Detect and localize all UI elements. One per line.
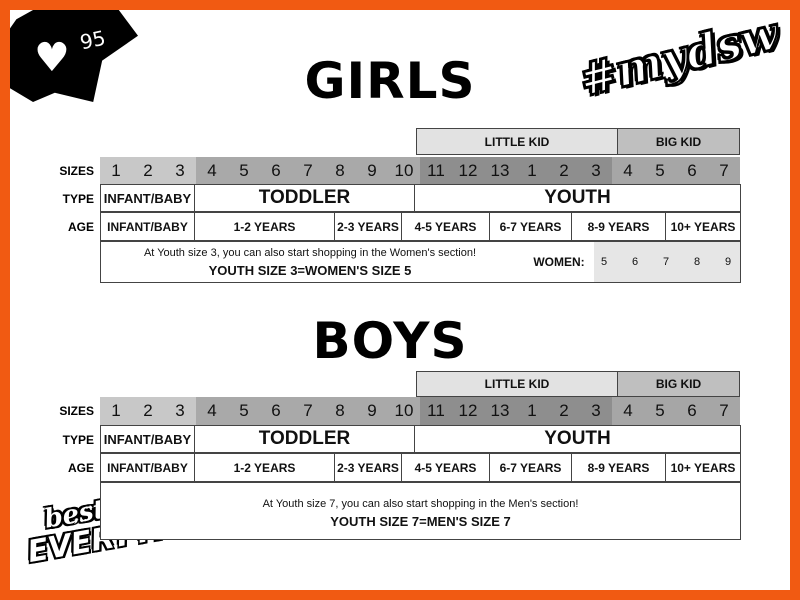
row-label-sizes: SIZES xyxy=(59,404,94,418)
size-cell: 5 xyxy=(644,397,676,425)
age-cell: 8-9 YEARS xyxy=(571,212,666,241)
age-cell: INFANT/BABY xyxy=(100,453,195,482)
type-cell: TODDLER xyxy=(194,184,415,212)
size-cell: 5 xyxy=(228,157,260,184)
section-title: BOYS xyxy=(312,312,468,370)
adult-size-cell: 9 xyxy=(724,256,732,268)
size-cell: 6 xyxy=(260,397,292,425)
size-cell: 4 xyxy=(196,397,228,425)
note-text: At Youth size 3, you can also start shop… xyxy=(143,247,477,259)
equivalence-text: YOUTH SIZE 7=MEN'S SIZE 7 xyxy=(330,513,511,529)
size-cell: 10 xyxy=(388,397,420,425)
size-cell: 2 xyxy=(548,397,580,425)
age-cell: 6-7 YEARS xyxy=(489,212,572,241)
adult-size-cell: 7 xyxy=(662,256,670,268)
size-cell: 7 xyxy=(292,397,324,425)
row-label-type: TYPE xyxy=(62,192,94,206)
adult-size-cell: 5 xyxy=(600,256,608,268)
size-cell: 6 xyxy=(676,397,708,425)
age-cell: 10+ YEARS xyxy=(665,453,741,482)
header-big-kid: BIG KID xyxy=(617,128,740,155)
age-cell: INFANT/BABY xyxy=(100,212,195,241)
size-cell: 8 xyxy=(324,157,356,184)
size-cell: 5 xyxy=(644,157,676,184)
age-cell: 10+ YEARS xyxy=(665,212,741,241)
size-cell: 13 xyxy=(484,397,516,425)
size-cell: 3 xyxy=(164,397,196,425)
size-cell: 1 xyxy=(100,157,132,184)
type-cell: YOUTH xyxy=(414,425,741,453)
header-little-kid: LITTLE KID xyxy=(416,128,618,155)
size-cell: 12 xyxy=(452,157,484,184)
age-cell: 4-5 YEARS xyxy=(401,453,490,482)
size-cell: 1 xyxy=(516,397,548,425)
header-big-kid: BIG KID xyxy=(617,371,740,397)
size-cell: 2 xyxy=(548,157,580,184)
age-cell: 8-9 YEARS xyxy=(571,453,666,482)
size-cell: 1 xyxy=(516,157,548,184)
size-cell: 2 xyxy=(132,157,164,184)
section-title: GIRLS xyxy=(304,52,476,110)
row-label-sizes: SIZES xyxy=(59,164,94,178)
adult-size-cell: 8 xyxy=(693,256,701,268)
size-cell: 2 xyxy=(132,397,164,425)
heart-icon: ♥ xyxy=(34,35,70,81)
note-text: At Youth size 7, you can also start shop… xyxy=(262,498,579,510)
type-cell: INFANT/BABY xyxy=(100,425,195,453)
size-cell: 8 xyxy=(324,397,356,425)
size-cell: 3 xyxy=(580,157,612,184)
size-cell: 7 xyxy=(708,397,740,425)
row-label-type: TYPE xyxy=(62,433,94,447)
note-box xyxy=(100,482,741,540)
age-cell: 6-7 YEARS xyxy=(489,453,572,482)
size-cell: 4 xyxy=(612,157,644,184)
size-cell: 4 xyxy=(612,397,644,425)
size-cell: 5 xyxy=(228,397,260,425)
size-cell: 6 xyxy=(676,157,708,184)
size-cell: 3 xyxy=(164,157,196,184)
age-cell: 1-2 YEARS xyxy=(194,212,335,241)
type-cell: YOUTH xyxy=(414,184,741,212)
size-cell: 3 xyxy=(580,397,612,425)
size-cell: 11 xyxy=(420,397,452,425)
size-cell: 7 xyxy=(708,157,740,184)
row-label-age: AGE xyxy=(67,461,94,475)
equivalence-text: YOUTH SIZE 3=WOMEN'S SIZE 5 xyxy=(208,262,412,278)
size-cell: 6 xyxy=(260,157,292,184)
type-cell: INFANT/BABY xyxy=(100,184,195,212)
row-label-age: AGE xyxy=(67,220,94,234)
age-cell: 1-2 YEARS xyxy=(194,453,335,482)
size-cell: 11 xyxy=(420,157,452,184)
size-cell: 7 xyxy=(292,157,324,184)
size-cell: 1 xyxy=(100,397,132,425)
age-cell: 2-3 YEARS xyxy=(334,453,402,482)
size-cell: 10 xyxy=(388,157,420,184)
size-cell: 9 xyxy=(356,397,388,425)
size-cell: 13 xyxy=(484,157,516,184)
adult-values-bg xyxy=(594,242,740,282)
age-cell: 2-3 YEARS xyxy=(334,212,402,241)
header-little-kid: LITTLE KID xyxy=(416,371,618,397)
size-cell: 4 xyxy=(196,157,228,184)
adult-size-cell: 6 xyxy=(631,256,639,268)
size-cell: 9 xyxy=(356,157,388,184)
size-cell: 12 xyxy=(452,397,484,425)
like-count: 95 xyxy=(77,25,108,55)
type-cell: TODDLER xyxy=(194,425,415,453)
adult-size-label: WOMEN: xyxy=(533,255,585,269)
age-cell: 4-5 YEARS xyxy=(401,212,490,241)
